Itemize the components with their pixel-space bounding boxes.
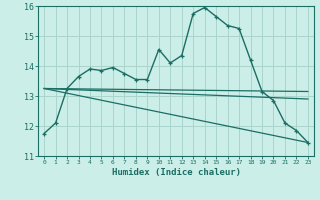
X-axis label: Humidex (Indice chaleur): Humidex (Indice chaleur) xyxy=(111,168,241,177)
